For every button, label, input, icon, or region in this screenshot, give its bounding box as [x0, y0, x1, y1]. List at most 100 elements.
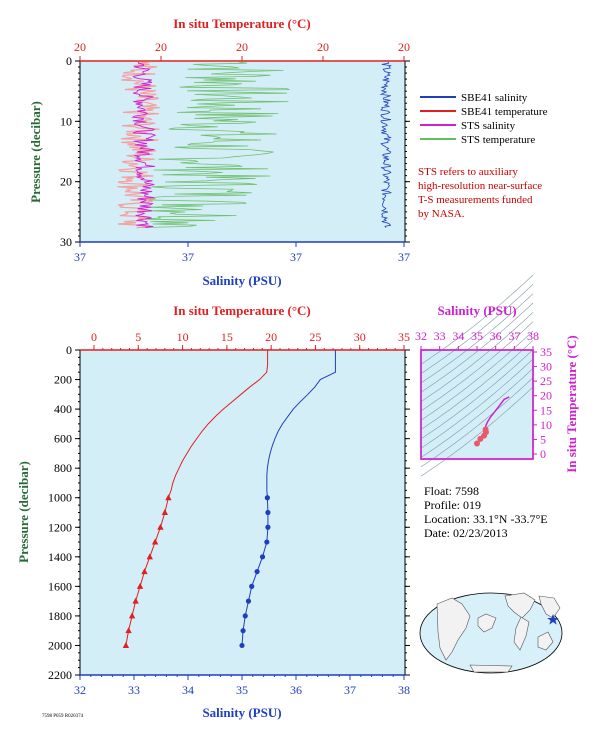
legend-label: SBE41 temperature — [461, 106, 548, 118]
sts-note-text: STS refers to auxiliary — [418, 166, 518, 178]
main-pressure-tick-label: 1200 — [48, 520, 72, 534]
near-surface-temperature-tick-label: 20 — [155, 40, 167, 54]
main-salinity-tick-label: 33 — [128, 683, 140, 697]
ts-temperature-tick-label: 20 — [540, 389, 552, 403]
float-location-star — [547, 614, 559, 625]
ts-temperature-tick-label: 0 — [540, 447, 546, 461]
main-temperature-axis-title: In situ Temperature (°C) — [173, 303, 311, 318]
main-temperature-tick-label: 0 — [91, 330, 97, 344]
ts-temperature-tick-label: 15 — [540, 403, 552, 417]
salinity-point — [264, 495, 270, 501]
sbe41-temperature-near-surface-trace — [117, 61, 160, 229]
sts-salinity-trace — [131, 61, 157, 229]
location-text: Location: 33.1°N -33.7°E — [424, 512, 548, 526]
world-map-landmass — [537, 631, 554, 651]
near-surface-salinity-tick-label: 37 — [290, 250, 302, 264]
salinity-point — [259, 554, 266, 560]
salinity-point — [265, 509, 271, 516]
main-pressure-axis-title: Pressure (decibar) — [16, 461, 31, 563]
sbe41-salinity-near-surface-trace — [379, 61, 393, 228]
main-pressure-tick-label: 1400 — [48, 550, 72, 564]
ts-temperature-axis-title: In situ Temperature (°C) — [564, 335, 579, 473]
temperature-point — [151, 538, 159, 545]
main-temperature-tick-label: 15 — [221, 330, 233, 344]
temperature-point — [122, 641, 130, 648]
near-surface-temperature-tick-label: 20 — [317, 40, 329, 54]
salinity-point — [249, 583, 255, 589]
ts-density-isoline — [420, 386, 534, 477]
salinity-point — [265, 524, 271, 530]
main-pressure-tick-label: 1800 — [48, 609, 72, 623]
world-map-landmass — [477, 613, 497, 633]
salinity-point — [254, 568, 260, 575]
sts-temperature-trace — [139, 61, 290, 228]
temperature-point — [141, 568, 148, 575]
date-text: Date: 02/23/2013 — [424, 526, 508, 540]
ts-density-isoline — [420, 302, 534, 393]
footer-code-text: 7598 P059 R020374 — [42, 714, 84, 719]
ts-salinity-tick-label: 32 — [415, 329, 427, 343]
main-pressure-tick-label: 1600 — [48, 579, 72, 593]
main-plot-area — [79, 349, 406, 676]
main-temperature-tick-label: 20 — [265, 330, 277, 344]
main-pressure-tick-label: 200 — [54, 373, 72, 387]
ts-salinity-axis-title: Salinity (PSU) — [437, 303, 516, 318]
legend-label: SBE41 salinity — [461, 92, 528, 104]
near-surface-pressure-tick-label: 30 — [60, 235, 72, 249]
salinity-point — [239, 642, 245, 649]
temperature-point — [165, 494, 172, 501]
main-salinity-axis-title: Salinity (PSU) — [202, 705, 281, 720]
near-surface-temperature-tick-label: 20 — [74, 40, 86, 54]
main-temperature-tick-label: 35 — [398, 330, 410, 344]
ts-salinity-tick-label: 33 — [434, 329, 446, 343]
main-temperature-tick-label: 25 — [309, 330, 321, 344]
world-map-landmass — [469, 664, 513, 673]
main-pressure-tick-label: 1000 — [48, 491, 72, 505]
main-salinity-tick-label: 36 — [290, 683, 302, 697]
main-salinity-tick-label: 37 — [344, 683, 356, 697]
ts-deep-point — [477, 435, 484, 442]
main-pressure-tick-label: 400 — [54, 402, 72, 416]
main-pressure-tick-label: 2000 — [48, 638, 72, 652]
near-surface-pressure-axis-title: Pressure (decibar) — [28, 101, 43, 203]
near-surface-temperature-axis-title: In situ Temperature (°C) — [173, 16, 311, 31]
ts-density-isoline — [420, 340, 534, 430]
temperature-point — [128, 612, 136, 619]
ts-temperature-tick-label: 10 — [540, 418, 552, 432]
legend-label: STS salinity — [461, 120, 516, 132]
near-surface-pressure-tick-label: 10 — [60, 114, 72, 128]
ts-temperature-tick-label: 30 — [540, 360, 552, 374]
ts-density-isoline — [420, 274, 534, 365]
ts-salinity-tick-label: 36 — [490, 329, 502, 343]
salinity-point — [245, 598, 252, 604]
near-surface-pressure-tick-label: 20 — [60, 175, 72, 189]
near-surface-pressure-tick-label: 0 — [66, 54, 72, 68]
temperature-point — [157, 523, 164, 530]
near-surface-temperature-tick-label: 20 — [398, 40, 410, 54]
ts-salinity-tick-label: 37 — [508, 329, 520, 343]
temperature-point — [136, 582, 144, 589]
salinity-point — [242, 613, 248, 619]
sts-note-text: high-resolution near-surface — [418, 180, 542, 192]
ts-density-isoline — [420, 284, 534, 374]
ts-salinity-tick-label: 35 — [471, 329, 483, 343]
near-surface-salinity-axis-title: Salinity (PSU) — [202, 273, 281, 288]
main-temperature-tick-label: 10 — [177, 330, 189, 344]
profile-number-text: Profile: 019 — [424, 498, 481, 512]
main-salinity-tick-label: 34 — [182, 683, 194, 697]
ts-density-isoline — [420, 293, 534, 384]
ts-density-isoline — [420, 349, 534, 440]
temperature-point — [146, 553, 153, 560]
legend-label: STS temperature — [461, 134, 535, 146]
temperature-point — [161, 509, 169, 515]
main-salinity-tick-label: 35 — [236, 683, 248, 697]
ts-salinity-tick-label: 38 — [527, 329, 539, 343]
ts-temperature-tick-label: 35 — [540, 345, 552, 359]
main-temperature-tick-label: 30 — [354, 330, 366, 344]
near-surface-temperature-tick-label: 20 — [236, 40, 248, 54]
near-surface-salinity-tick-label: 37 — [398, 250, 410, 264]
sts-note-text: T-S measurements funded — [418, 194, 533, 206]
ts-salinity-tick-label: 34 — [452, 329, 464, 343]
